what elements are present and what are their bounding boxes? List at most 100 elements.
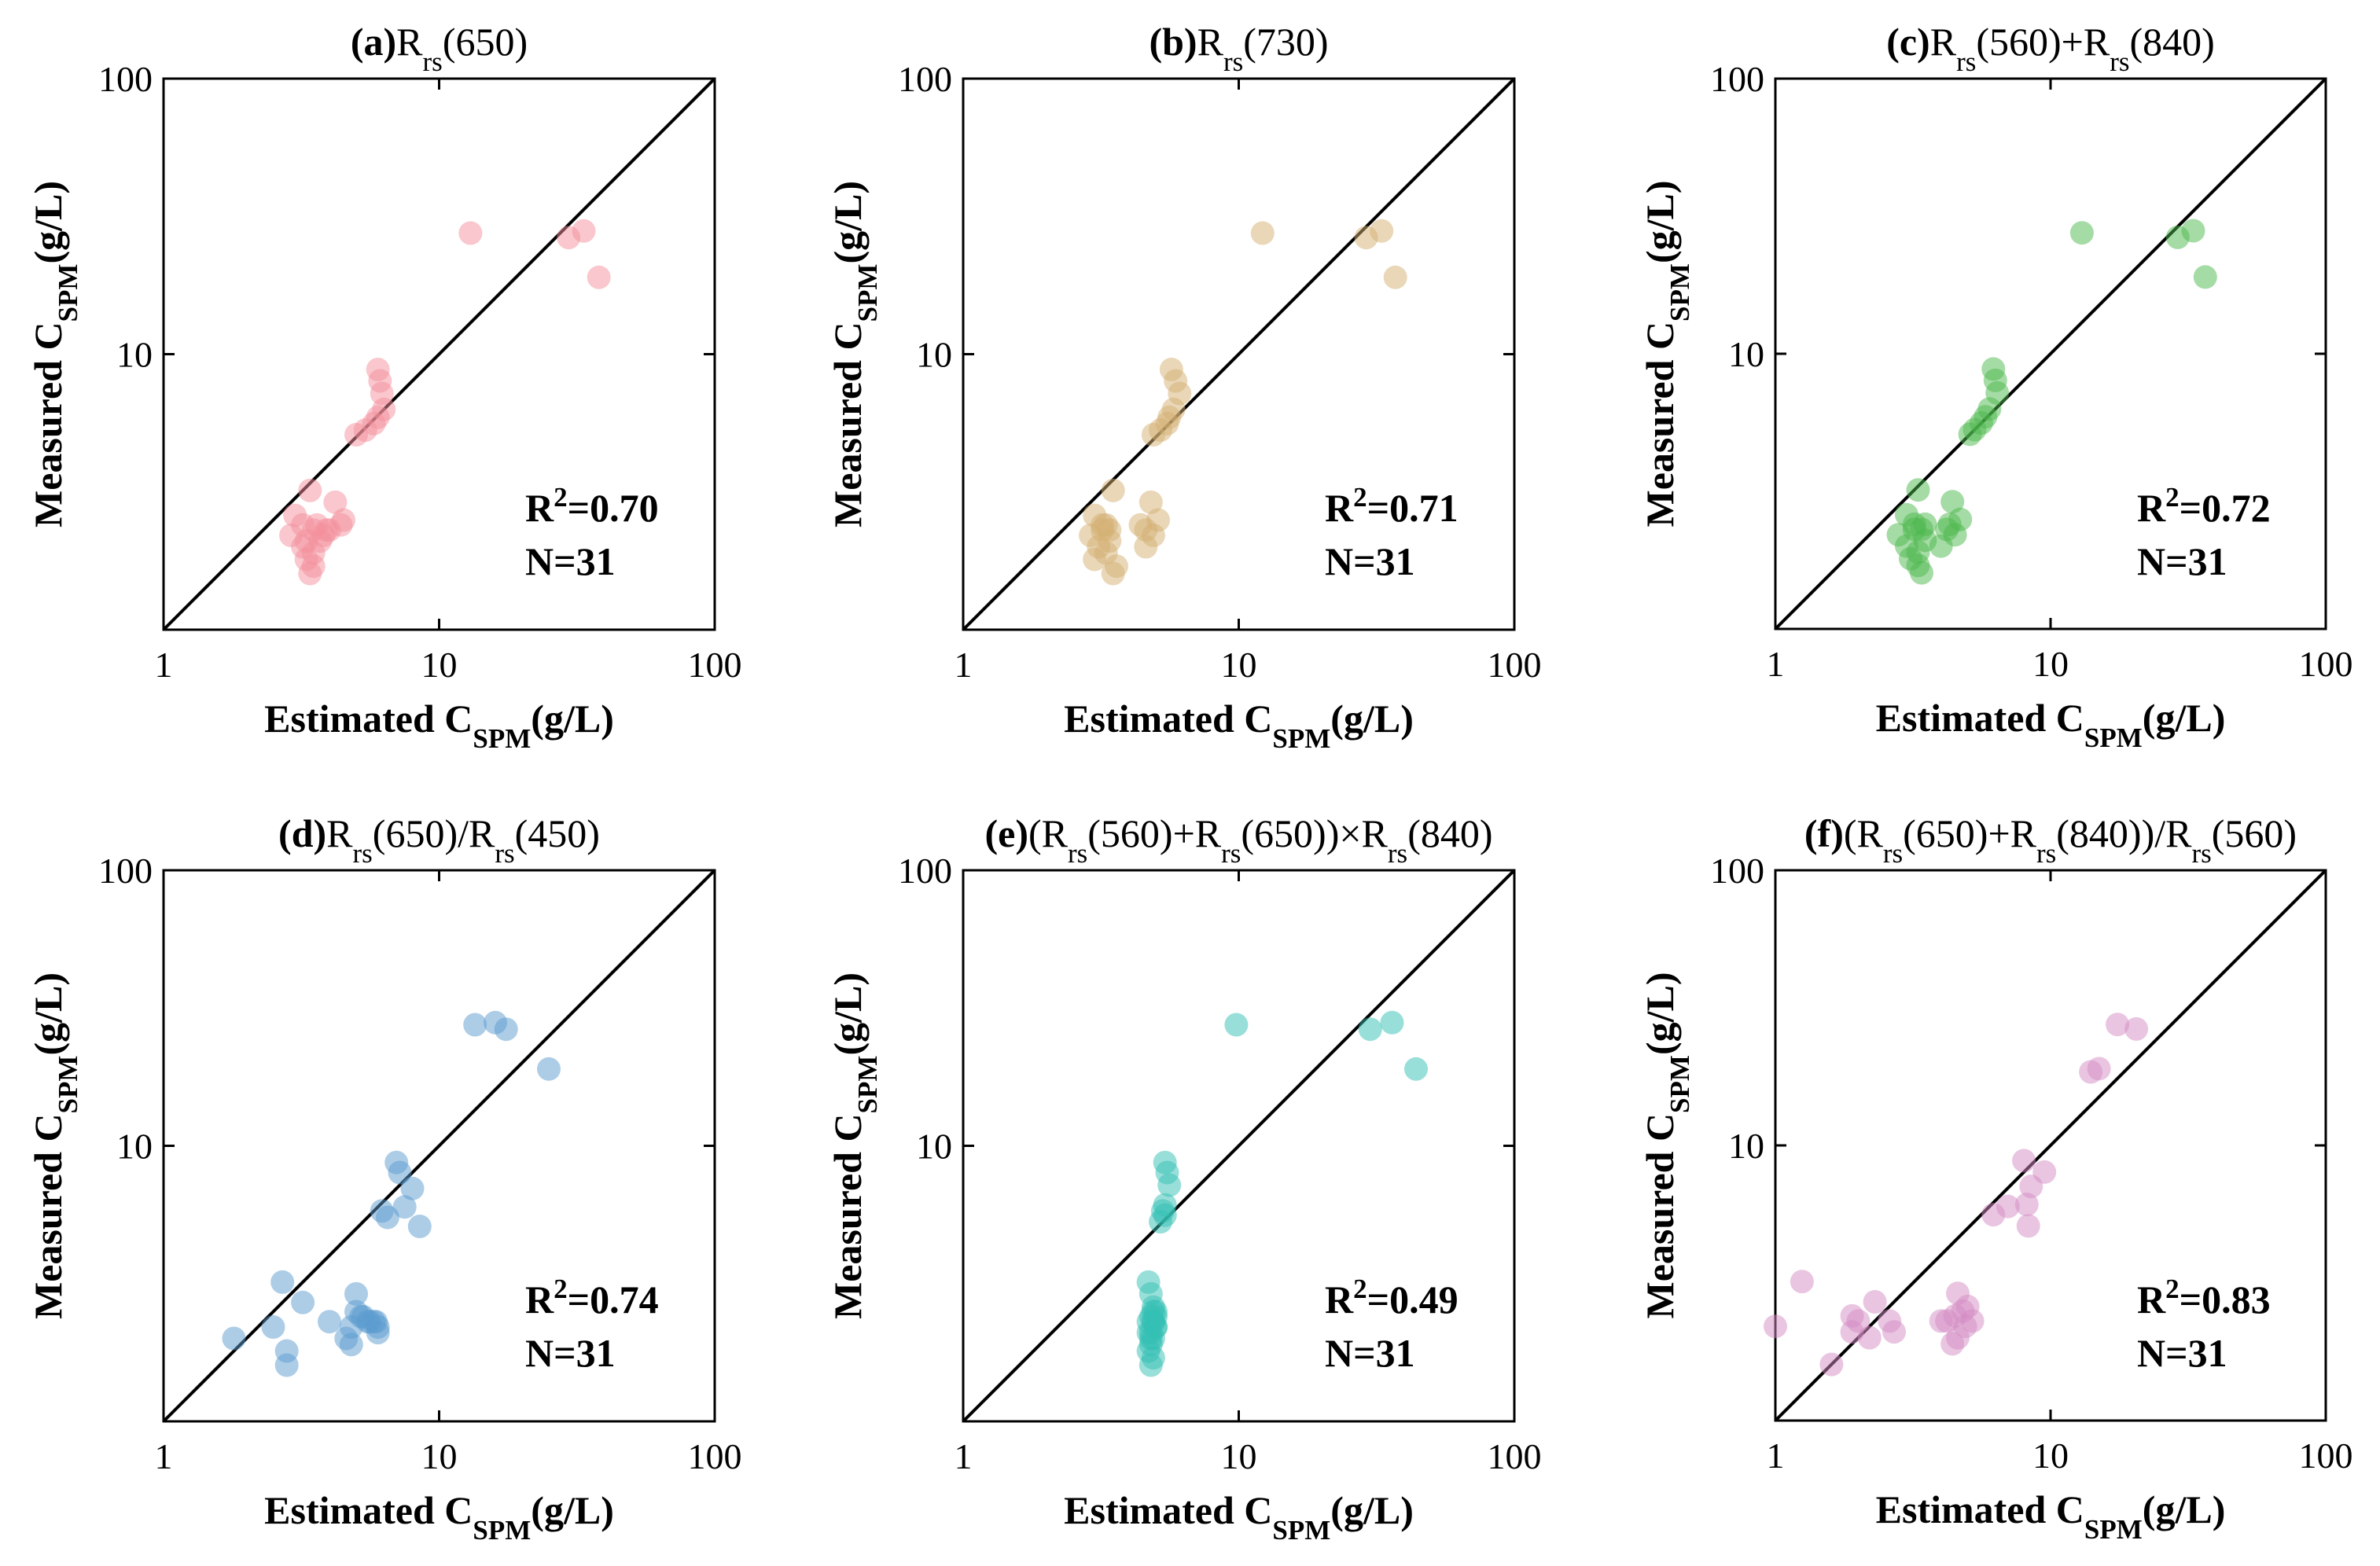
text-segment: R [1325,1277,1354,1322]
data-point [339,1333,363,1357]
y-tick-label: 100 [898,851,952,891]
data-point [315,518,339,542]
data-point [2193,265,2217,289]
text-segment: Measured C [1638,322,1682,528]
panel-title: (c)Rrs(560)+Rrs(840) [1886,20,2215,77]
subscript-text: SPM [2084,722,2143,753]
subscript-text: SPM [1665,263,1695,322]
text-segment: (g/L) [531,697,614,741]
text-segment: (840) [2129,20,2214,64]
one-to-one-line [1774,77,2327,630]
data-point [407,1215,432,1238]
data-point [1380,1010,1404,1035]
subscript-text: rs [353,838,373,869]
text-segment: (f) [1804,811,1844,855]
x-tick-label: 1 [1767,644,1785,684]
panel-title: (f)(Rrs(650)+Rrs(840))/Rrs(560) [1804,811,2297,869]
one-to-one-line [162,869,716,1423]
data-point [298,561,322,586]
data-point [1134,535,1158,559]
y-tick-label: 10 [916,1127,952,1167]
text-segment: (g/L) [1330,697,1414,741]
text-segment: =0.49 [1367,1277,1459,1322]
text-segment: (g/L) [1330,1488,1414,1532]
data-point [1250,221,1275,245]
scatter-panel-e: 1 10 10010100(e)(Rrs(560)+Rrs(650))×Rrs(84… [826,811,1542,1546]
y-tick-label: 10 [916,335,952,375]
data-point [463,1013,487,1037]
y-tick-label: 100 [898,59,952,99]
data-point [222,1326,246,1351]
data-point [1146,508,1170,532]
data-point [261,1315,285,1339]
text-segment: R [2137,486,2166,530]
text-segment: (450) [515,811,600,855]
data-point [587,265,611,289]
data-point [392,1195,417,1219]
text-segment: R [1930,20,1957,64]
data-point [2014,1193,2039,1217]
subscript-text: rs [2191,838,2211,869]
data-point [1358,1017,1382,1042]
data-point [1139,490,1163,514]
r-squared-annotation: R2=0.74 [525,1274,659,1322]
data-point [1764,1314,1787,1339]
text-segment: (g/L) [2143,696,2226,740]
sample-count-annotation: N=31 [525,539,616,583]
data-point [1790,1270,1814,1294]
data-point [1840,1320,1864,1344]
text-segment: Estimated C [1064,1488,1272,1532]
y-tick-label: 10 [1728,334,1764,374]
data-point [1819,1352,1844,1377]
panel-title: (b)Rrs(730) [1149,20,1328,77]
r-squared-annotation: R2=0.83 [2137,1274,2271,1322]
x-tick-label: 1 [955,1436,973,1476]
text-segment: (g/L) [531,1488,614,1532]
data-point [364,1310,388,1334]
subscript-text: SPM [1665,1055,1695,1113]
x-tick-label: 1 [955,645,973,685]
y-tick-label: 100 [1710,59,1764,99]
y-tick-label: 100 [1710,851,1764,891]
text-segment: (g/L) [1638,972,1682,1056]
data-point [291,1290,315,1314]
text-segment: R [1325,486,1354,530]
x-tick-label: 100 [1488,645,1542,685]
data-point [494,1017,518,1042]
text-segment: Estimated C [1064,697,1272,741]
data-point [458,221,483,245]
text-segment: R [525,1277,554,1322]
data-point [344,423,368,447]
data-point [298,478,322,502]
panel-title: (a)Rrs(650) [351,20,528,77]
data-point [572,219,596,243]
text-segment: (g/L) [826,181,870,264]
sample-count-annotation: N=31 [2137,539,2227,583]
text-segment: Estimated C [1876,696,2084,740]
data-point [2106,1013,2130,1037]
data-point [375,1205,399,1230]
x-tick-label: 1 [155,1436,173,1476]
data-point [2181,219,2205,243]
superscript-text: 2 [554,1274,568,1304]
data-point [2019,1174,2043,1199]
superscript-text: 2 [2165,1274,2180,1304]
scatter-panel-c: 1 10 10010100(c)Rrs(560)+Rrs(840)Estimated… [1638,20,2353,753]
y-tick-label: 100 [98,851,153,891]
subscript-text: rs [1068,838,1087,869]
text-segment: Measured C [826,1113,870,1319]
data-point [1902,517,1926,542]
y-tick-label: 10 [1728,1126,1764,1166]
sample-count-annotation: N=31 [1325,1331,1415,1375]
x-axis-label: Estimated CSPM(g/L) [264,697,614,754]
subscript-text: rs [1883,838,1903,869]
x-tick-label: 10 [1221,1436,1257,1476]
text-segment: Estimated C [264,1488,473,1532]
subscript-text: SPM [53,264,83,322]
text-segment: (e) [984,811,1028,855]
subscript-text: SPM [852,1056,883,1114]
subscript-text: SPM [2084,1514,2143,1545]
data-point [1910,561,1933,585]
text-segment: (g/L) [2143,1487,2226,1531]
text-segment: (730) [1243,20,1328,64]
